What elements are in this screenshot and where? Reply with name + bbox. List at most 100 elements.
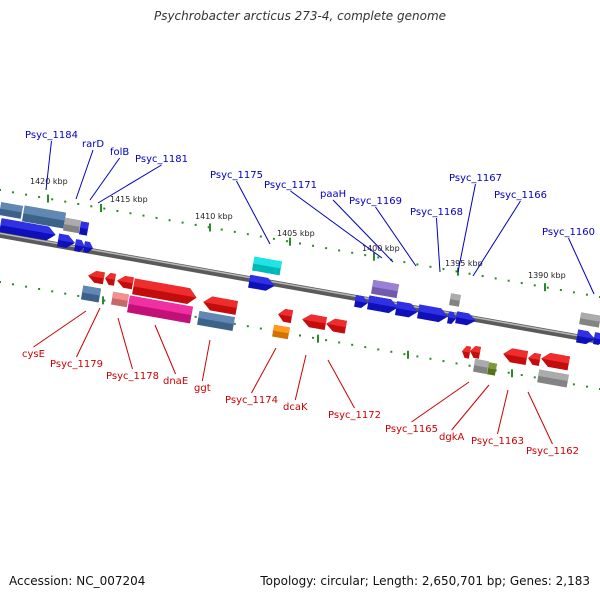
minor-tick: [507, 279, 510, 282]
minor-tick: [103, 299, 106, 302]
minor-tick: [442, 360, 445, 363]
gene-feature: [21, 205, 67, 229]
gene-feature: [278, 308, 294, 324]
gene-feature: [326, 318, 347, 334]
minor-tick: [312, 244, 315, 247]
gene-highlight: [253, 256, 283, 269]
minor-tick: [142, 214, 145, 217]
reverse-label-leader: [117, 317, 133, 370]
forward-label-leader: [45, 140, 52, 191]
gene-highlight: [577, 329, 595, 340]
gene-highlight: [88, 270, 105, 279]
gene-highlight: [23, 205, 67, 221]
minor-tick: [455, 362, 458, 365]
kbp-label: 1415 kbp: [110, 195, 148, 204]
minor-tick: [572, 383, 575, 386]
gene-highlight: [203, 296, 238, 308]
gene-highlight: [450, 293, 461, 301]
reverse-gene-label: dnaE: [163, 376, 188, 387]
kbp-label: 1390 kbp: [528, 271, 566, 280]
minor-tick: [25, 285, 28, 288]
reverse-gene-label: Psyc_1178: [106, 371, 159, 382]
gene-feature: [503, 348, 529, 365]
gene-features: [0, 202, 600, 388]
minor-tick: [194, 223, 197, 226]
gene-feature: [127, 295, 193, 324]
minor-tick: [312, 336, 315, 339]
minor-tick: [377, 348, 380, 351]
minor-tick: [272, 237, 275, 240]
map-title: Psychrobacter arcticus 273-4, complete g…: [153, 9, 447, 23]
major-tick: [209, 223, 211, 232]
genome-backbone: [0, 231, 600, 345]
major-tick: [100, 204, 102, 213]
gene-highlight: [355, 294, 368, 304]
minor-tick: [559, 289, 562, 292]
gene-feature: [455, 311, 476, 326]
minor-tick: [442, 268, 445, 271]
minor-tick: [155, 216, 158, 219]
forward-label-leader: [236, 180, 271, 245]
reverse-label-leader: [201, 339, 211, 382]
gene-highlight: [0, 218, 56, 235]
ruler-upper-track: [0, 189, 600, 298]
gene-highlight: [503, 348, 529, 359]
gene-feature: [272, 324, 290, 340]
minor-tick: [429, 265, 432, 268]
forward-gene-label: Psyc_1169: [349, 196, 402, 207]
gene-highlight: [488, 362, 497, 370]
minor-tick: [585, 385, 588, 388]
gene-feature: [78, 221, 90, 236]
gene-feature: [528, 352, 541, 366]
gene-highlight: [372, 279, 400, 292]
gene-feature: [80, 285, 102, 303]
major-tick: [544, 283, 546, 292]
minor-tick: [533, 284, 536, 287]
minor-tick: [129, 212, 132, 215]
minor-tick: [403, 261, 406, 264]
forward-label-leader: [290, 190, 383, 259]
gene-feature: [62, 217, 82, 234]
minor-tick: [468, 272, 471, 275]
gene-highlight: [396, 301, 418, 312]
gene-feature: [74, 239, 85, 252]
forward-label-leader: [472, 200, 521, 277]
minor-tick: [468, 364, 471, 367]
minor-tick: [168, 219, 171, 222]
minor-tick: [481, 275, 484, 278]
gene-feature: [487, 362, 497, 376]
forward-gene-label: Psyc_1167: [449, 173, 502, 184]
reverse-label-leader: [154, 324, 177, 375]
minor-tick: [25, 193, 28, 196]
gene-feature: [203, 296, 238, 315]
forward-gene-label: Psyc_1181: [135, 154, 188, 165]
reverse-gene-label: dgkA: [439, 432, 464, 443]
forward-gene-label: Psyc_1160: [542, 227, 595, 238]
gene-feature: [367, 295, 398, 314]
gene-highlight: [112, 291, 130, 301]
gene-highlight: [0, 202, 23, 213]
minor-tick: [38, 287, 41, 290]
gene-highlight: [82, 285, 102, 296]
minor-tick: [90, 205, 93, 208]
gene-feature: [417, 304, 448, 323]
minor-tick: [325, 339, 328, 342]
minor-tick: [338, 249, 341, 252]
reverse-gene-label: Psyc_1162: [526, 446, 579, 457]
gene-highlight: [528, 352, 541, 361]
forward-label-leader: [332, 199, 394, 263]
gene-feature: [576, 329, 595, 345]
reverse-label-leader: [251, 347, 277, 394]
gene-highlight: [580, 312, 600, 322]
minor-tick: [416, 355, 419, 358]
minor-tick: [0, 281, 1, 283]
forward-label-leader: [75, 149, 94, 200]
minor-tick: [572, 291, 575, 294]
forward-label-leader: [97, 164, 162, 204]
forward-gene-label: rarD: [82, 139, 104, 150]
reverse-label-leader: [33, 310, 87, 348]
gene-feature: [370, 279, 400, 299]
minor-tick: [338, 341, 341, 344]
major-tick: [373, 252, 375, 261]
gene-highlight: [75, 239, 85, 247]
